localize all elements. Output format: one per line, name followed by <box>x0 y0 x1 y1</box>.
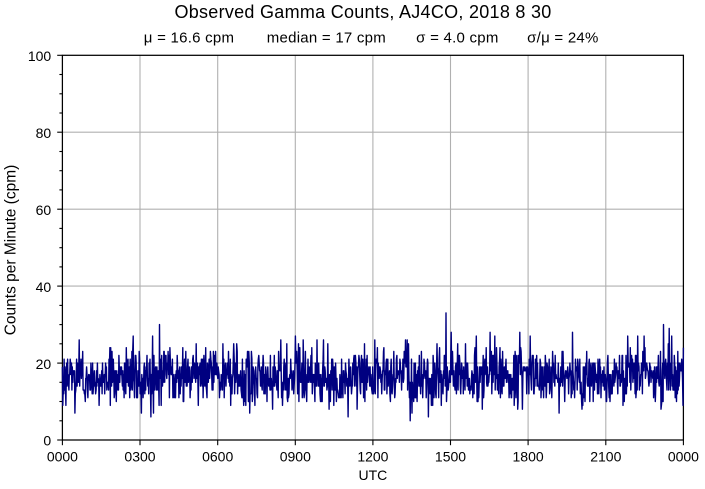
svg-text:0600: 0600 <box>202 449 233 465</box>
svg-text:μ = 16.6 cpm: μ = 16.6 cpm <box>144 29 234 46</box>
svg-text:Counts per Minute (cpm): Counts per Minute (cpm) <box>3 165 20 336</box>
svg-text:0000: 0000 <box>668 449 699 465</box>
svg-text:100: 100 <box>28 48 52 64</box>
svg-text:0900: 0900 <box>280 449 311 465</box>
svg-text:2100: 2100 <box>590 449 621 465</box>
svg-text:1200: 1200 <box>357 449 388 465</box>
svg-text:60: 60 <box>36 202 52 218</box>
svg-text:1800: 1800 <box>513 449 544 465</box>
svg-text:σ/μ = 24%: σ/μ = 24% <box>527 29 598 46</box>
svg-text:Observed Gamma Counts, AJ4CO,: Observed Gamma Counts, AJ4CO, 2018 8 30 <box>174 2 551 22</box>
svg-text:80: 80 <box>36 125 52 141</box>
svg-text:UTC: UTC <box>359 467 388 483</box>
svg-text:20: 20 <box>36 356 52 372</box>
svg-text:0000: 0000 <box>47 449 78 465</box>
svg-text:0300: 0300 <box>124 449 155 465</box>
svg-text:median = 17 cpm: median = 17 cpm <box>267 29 386 46</box>
svg-text:1500: 1500 <box>435 449 466 465</box>
svg-text:σ = 4.0 cpm: σ = 4.0 cpm <box>416 29 498 46</box>
svg-text:0: 0 <box>43 433 51 449</box>
svg-text:40: 40 <box>36 279 52 295</box>
